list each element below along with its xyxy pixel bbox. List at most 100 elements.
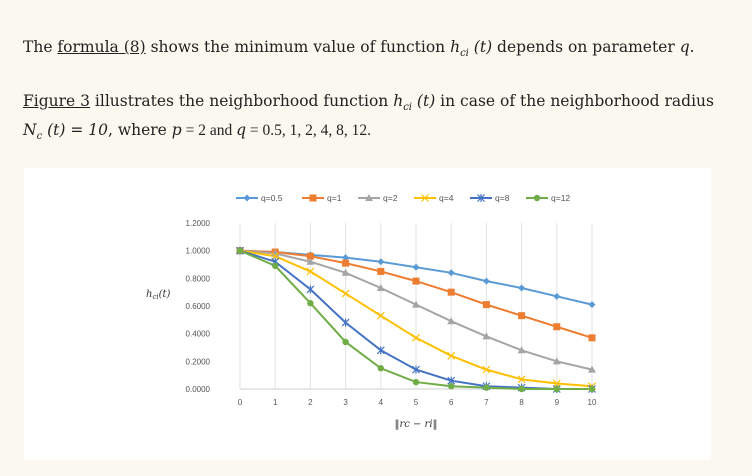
param-q: q bbox=[236, 121, 247, 140]
data-point bbox=[271, 252, 280, 261]
data-point bbox=[306, 252, 314, 260]
legend-label: q=12 bbox=[551, 193, 570, 203]
data-point bbox=[482, 277, 490, 285]
y-tick-label: 1.2000 bbox=[186, 219, 211, 228]
formula-link[interactable]: formula (8) bbox=[57, 38, 146, 56]
paragraph-formula: The formula (8) shows the minimum value … bbox=[23, 38, 695, 60]
x-tick-label: 6 bbox=[449, 398, 454, 407]
x-axis-label: ‖rc − ri‖ bbox=[394, 419, 437, 430]
y-tick-label: 0.2000 bbox=[186, 357, 211, 366]
data-point bbox=[341, 268, 350, 276]
text-segment: The bbox=[23, 38, 58, 56]
data-point bbox=[533, 194, 541, 202]
data-point bbox=[376, 346, 385, 355]
x-tick-label: 9 bbox=[555, 398, 560, 407]
function-arg: (t) bbox=[468, 38, 493, 56]
data-point bbox=[518, 385, 525, 393]
y-tick-label: 0.0000 bbox=[186, 385, 211, 394]
data-point bbox=[518, 284, 526, 292]
y-tick-label: 0.6000 bbox=[186, 302, 211, 311]
y-axis-label: hci(t) bbox=[146, 289, 171, 301]
data-point bbox=[412, 365, 420, 374]
data-point bbox=[342, 254, 350, 262]
data-point bbox=[482, 301, 490, 309]
data-point bbox=[553, 385, 560, 393]
function-symbol: hci bbox=[393, 92, 412, 114]
legend-item: q=8 bbox=[470, 193, 510, 203]
x-tick-label: 8 bbox=[519, 398, 524, 407]
data-point bbox=[588, 301, 596, 309]
data-point bbox=[307, 300, 314, 307]
data-point bbox=[236, 247, 244, 254]
data-point bbox=[412, 300, 420, 308]
legend-label: q=2 bbox=[383, 193, 398, 203]
x-tick-label: 4 bbox=[379, 398, 384, 407]
data-point bbox=[552, 379, 561, 388]
figure-link[interactable]: Figure 3 bbox=[23, 92, 90, 110]
data-point bbox=[377, 258, 385, 266]
legend-item: q=0.5 bbox=[236, 193, 283, 203]
x-tick-label: 7 bbox=[484, 398, 489, 407]
data-point bbox=[412, 378, 420, 386]
data-point bbox=[365, 194, 373, 201]
function-arg: (t) bbox=[412, 92, 436, 110]
data-point bbox=[243, 194, 251, 202]
function-symbol: hci bbox=[450, 38, 469, 60]
data-point bbox=[588, 385, 596, 393]
legend-label: q=1 bbox=[327, 193, 342, 203]
data-point bbox=[376, 284, 385, 292]
legend-item: q=1 bbox=[302, 193, 342, 203]
data-point bbox=[553, 323, 561, 331]
data-point bbox=[306, 257, 315, 265]
q-values: = 0.5, 1, 2, 4, 8, 12. bbox=[246, 122, 372, 140]
data-point bbox=[447, 269, 455, 277]
data-point bbox=[447, 288, 455, 296]
x-tick-label: 0 bbox=[238, 398, 243, 407]
data-point bbox=[412, 263, 420, 271]
data-point bbox=[482, 332, 491, 340]
data-point bbox=[448, 383, 455, 390]
legend-label: q=8 bbox=[495, 193, 510, 203]
data-point bbox=[306, 285, 315, 294]
data-point bbox=[341, 318, 350, 327]
data-point bbox=[342, 338, 349, 346]
data-point bbox=[477, 194, 485, 202]
data-point bbox=[377, 267, 385, 275]
x-tick-label: 2 bbox=[308, 398, 313, 407]
data-point bbox=[447, 351, 456, 360]
data-point bbox=[552, 357, 561, 365]
data-point bbox=[553, 292, 561, 300]
text-segment: depends on parameter bbox=[492, 38, 680, 56]
y-tick-label: 0.4000 bbox=[186, 330, 211, 339]
x-tick-label: 5 bbox=[414, 398, 419, 407]
data-point bbox=[412, 277, 420, 285]
legend-item: q=12 bbox=[526, 193, 570, 203]
data-point bbox=[518, 312, 526, 320]
data-point bbox=[377, 365, 384, 372]
radius-symbol: Nc bbox=[23, 121, 43, 143]
y-tick-label: 1.0000 bbox=[186, 247, 211, 256]
data-point bbox=[483, 384, 490, 391]
text-segment: illustrates the neighborhood function bbox=[90, 92, 394, 110]
param-p: p bbox=[171, 121, 182, 140]
data-point bbox=[412, 333, 420, 342]
legend-label: q=0.5 bbox=[261, 193, 283, 203]
x-tick-label: 1 bbox=[273, 398, 278, 407]
data-point bbox=[588, 334, 596, 342]
data-point bbox=[376, 311, 385, 320]
data-point bbox=[421, 194, 429, 202]
data-point bbox=[309, 194, 317, 202]
data-point bbox=[342, 259, 350, 267]
data-point bbox=[517, 346, 526, 354]
x-tick-label: 10 bbox=[588, 398, 597, 407]
data-point bbox=[306, 267, 315, 276]
data-point bbox=[447, 317, 456, 325]
legend-item: q=2 bbox=[358, 193, 398, 203]
x-tick-label: 3 bbox=[343, 398, 348, 407]
data-point bbox=[517, 375, 526, 384]
paragraph-figure: Figure 3 illustrates the neighborhood fu… bbox=[23, 92, 714, 143]
data-point bbox=[588, 365, 596, 373]
legend-item: q=4 bbox=[414, 193, 454, 203]
text-segment: in case of the neighborhood radius bbox=[435, 92, 714, 110]
y-tick-label: 0.8000 bbox=[186, 274, 211, 283]
